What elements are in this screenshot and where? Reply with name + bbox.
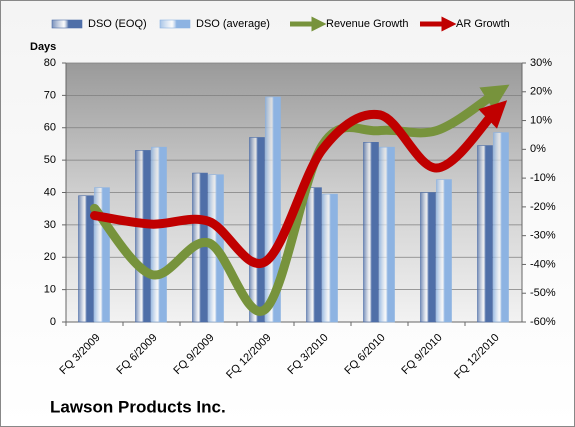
bar — [151, 146, 167, 323]
y2-tick-label: -30% — [530, 230, 556, 242]
y-tick-label: 60 — [44, 122, 56, 134]
bar — [477, 145, 493, 323]
bar — [249, 137, 265, 323]
y2-tick-label: -60% — [530, 316, 556, 328]
bar — [265, 96, 281, 323]
bar — [436, 179, 452, 323]
bar — [135, 150, 151, 323]
y-tick-label: 40 — [44, 186, 56, 198]
y2-tick-label: -20% — [530, 201, 556, 213]
legend-label: AR Growth — [456, 18, 510, 30]
y-tick-label: 80 — [44, 57, 56, 69]
y2-tick-label: 0% — [530, 143, 546, 155]
y2-tick-label: -50% — [530, 287, 556, 299]
bar — [306, 187, 322, 323]
y-axis-title: Days — [30, 41, 56, 53]
y-tick-label: 0 — [50, 316, 56, 328]
legend-label: DSO (average) — [196, 18, 270, 30]
legend-swatch — [51, 19, 83, 29]
bar — [78, 195, 94, 323]
bar — [363, 142, 379, 323]
y2-tick-label: -40% — [530, 258, 556, 270]
bar — [420, 192, 436, 323]
legend-label: DSO (EOQ) — [88, 18, 147, 30]
bar — [322, 193, 338, 323]
line — [90, 100, 508, 268]
y-tick-label: 30 — [44, 219, 56, 231]
y-tick-label: 10 — [44, 284, 56, 296]
y-tick-label: 20 — [44, 251, 56, 263]
y2-tick-label: 10% — [530, 114, 552, 126]
y-tick-label: 50 — [44, 154, 56, 166]
bar — [493, 132, 509, 323]
y-tick-label: 70 — [44, 89, 56, 101]
legend-label: Revenue Growth — [326, 18, 409, 30]
line — [90, 84, 510, 316]
y2-tick-label: 20% — [530, 86, 552, 98]
y2-tick-label: -10% — [530, 172, 556, 184]
y2-tick-label: 30% — [530, 57, 552, 69]
bar — [379, 146, 395, 323]
legend-swatch — [159, 19, 191, 29]
chart-title: Lawson Products Inc. — [50, 397, 226, 416]
